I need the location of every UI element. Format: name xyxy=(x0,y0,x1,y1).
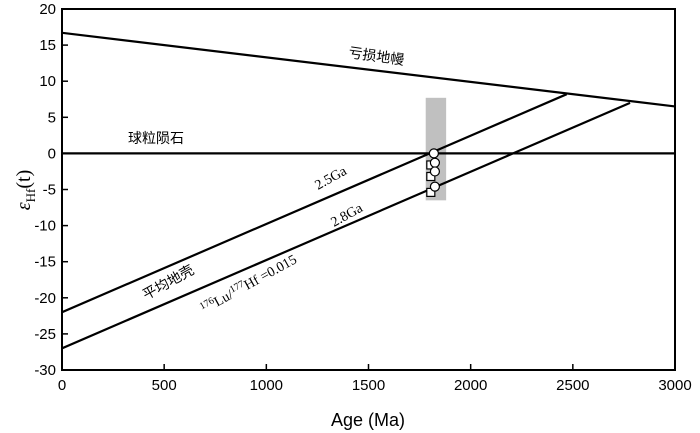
depleted-mantle-line xyxy=(62,31,675,108)
y-tick-label: -30 xyxy=(34,362,56,379)
crust-2-8ga-line xyxy=(62,101,631,350)
y-tick-label: 5 xyxy=(48,109,56,126)
y-tick-label: -5 xyxy=(43,182,56,199)
sample-circle-marker xyxy=(428,148,439,159)
x-tick-label: 2000 xyxy=(454,377,487,394)
sample-circle-marker xyxy=(429,166,441,177)
x-tick-label: 0 xyxy=(58,377,66,394)
y-axis-subscript: Hf xyxy=(23,188,38,202)
y-axis-symbol: ε xyxy=(13,202,35,210)
depleted-mantle-label: 亏损地幔 xyxy=(347,45,405,69)
sample-circle-marker xyxy=(429,181,441,192)
svg-text:εHf(t): εHf(t) xyxy=(13,170,38,211)
y-tick-label: 10 xyxy=(39,73,56,90)
x-tick-label: 1000 xyxy=(250,377,283,394)
y-tick-label: 15 xyxy=(39,37,56,54)
x-tick-label: 500 xyxy=(152,377,177,394)
lu-hf-hf: Hf xyxy=(242,273,262,293)
lu-hf-value: =0.015 xyxy=(255,252,300,286)
x-tick-label: 3000 xyxy=(658,377,691,394)
y-tick-label: -15 xyxy=(34,254,56,271)
y-tick-label: -25 xyxy=(34,326,56,343)
line-layer xyxy=(62,31,675,350)
sample-circle-marker xyxy=(429,157,441,168)
chondrite-label: 球粒陨石 xyxy=(128,131,184,147)
average-crust-label: 平均地壳 xyxy=(140,261,197,303)
y-axis-argument: (t) xyxy=(13,170,35,189)
tick-layer: 0 500 1000 1500 2000 2500 3000 -30 -25 -20 -15 -10 -… xyxy=(34,1,691,394)
x-tick-label: 2500 xyxy=(556,377,589,394)
y-tick-label: -20 xyxy=(34,290,56,307)
y-tick-label: -10 xyxy=(34,218,56,235)
y-tick-label: 0 xyxy=(48,145,56,162)
y-axis-title: εHf(t) xyxy=(13,170,38,211)
crust-2-5ga-line xyxy=(62,93,568,314)
y-tick-label: 20 xyxy=(39,1,56,18)
sample-marker-layer xyxy=(426,148,441,197)
x-axis-title: Age (Ma) xyxy=(331,410,405,430)
x-tick-label: 1500 xyxy=(352,377,385,394)
